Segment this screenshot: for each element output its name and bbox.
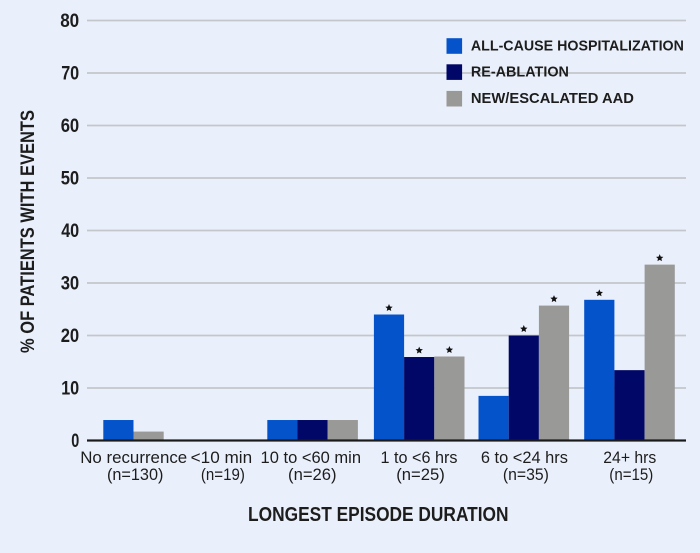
svg-text:6 to <24 hrs: 6 to <24 hrs: [481, 448, 568, 467]
svg-text:(n=35): (n=35): [503, 465, 549, 484]
svg-text:RE-ABLATION: RE-ABLATION: [471, 65, 569, 81]
svg-text:70: 70: [61, 64, 79, 85]
svg-text:(n=130): (n=130): [107, 465, 164, 484]
svg-text:10 to <60 min: 10 to <60 min: [261, 448, 362, 467]
svg-text:0: 0: [71, 431, 79, 452]
svg-text:24+ hrs: 24+ hrs: [603, 448, 656, 467]
svg-text:NEW/ESCALATED AAD: NEW/ESCALATED AAD: [471, 91, 634, 107]
svg-text:80: 80: [60, 11, 79, 32]
svg-text:(n=25): (n=25): [396, 465, 445, 484]
svg-text:ALL-CAUSE HOSPITALIZATION: ALL-CAUSE HOSPITALIZATION: [471, 39, 684, 55]
svg-text:% OF PATIENTS WITH EVENTS: % OF PATIENTS WITH EVENTS: [18, 110, 39, 353]
svg-text:(n=19): (n=19): [201, 465, 245, 484]
svg-text:LONGEST EPISODE DURATION: LONGEST EPISODE DURATION: [248, 504, 509, 526]
svg-text:50: 50: [61, 169, 80, 190]
svg-text:60: 60: [61, 116, 80, 137]
svg-text:No recurrence: No recurrence: [80, 448, 187, 467]
svg-text:(n=15): (n=15): [609, 465, 653, 484]
svg-text:10: 10: [61, 379, 79, 400]
svg-text:20: 20: [61, 326, 80, 347]
svg-text:(n=26): (n=26): [288, 465, 337, 484]
svg-text:40: 40: [61, 221, 79, 242]
svg-text:1 to <6 hrs: 1 to <6 hrs: [381, 448, 458, 467]
svg-text:30: 30: [61, 274, 80, 295]
svg-text:<10 min: <10 min: [191, 448, 253, 467]
